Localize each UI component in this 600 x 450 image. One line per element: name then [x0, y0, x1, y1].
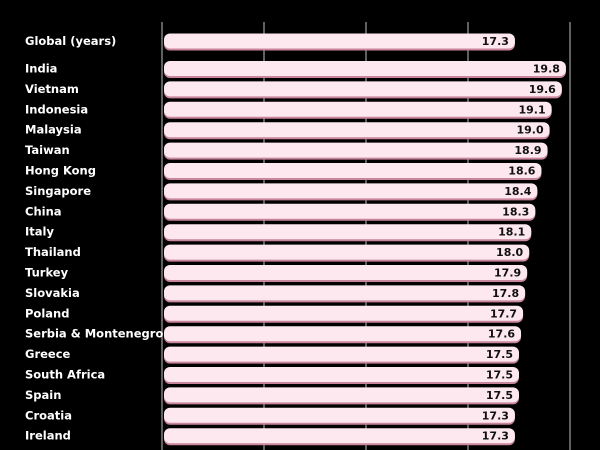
value-label: 17.3: [482, 430, 509, 443]
bar: [164, 101, 552, 117]
category-label: Thailand: [25, 245, 81, 259]
category-label: Italy: [25, 225, 54, 239]
bar: [164, 33, 515, 49]
value-label: 17.9: [494, 267, 521, 280]
bars: 17.3 19.8 19.6 19.1 19.0 18.9 18.6 18.4 18.3 18.1…: [164, 33, 566, 446]
value-label: 17.7: [490, 307, 517, 320]
category-label: Indonesia: [25, 102, 88, 116]
category-label: Croatia: [25, 408, 72, 422]
bar: [164, 387, 519, 403]
value-label: 19.1: [518, 103, 545, 116]
bar: [164, 265, 528, 280]
bar: [164, 142, 548, 158]
category-label: Ireland: [25, 429, 71, 443]
bar: [164, 428, 515, 444]
category-label: Turkey: [25, 266, 69, 280]
bar: [164, 183, 538, 199]
category-label: Spain: [25, 388, 61, 402]
bar: [164, 203, 536, 219]
value-label: 18.6: [508, 165, 535, 178]
bar: [164, 81, 562, 97]
value-label: 18.3: [502, 205, 529, 218]
bar: [164, 224, 532, 240]
category-label: Taiwan: [25, 143, 70, 157]
bar: [164, 305, 524, 321]
category-label: Greece: [25, 347, 71, 361]
category-label: Serbia & Montenegro: [25, 327, 163, 341]
bar: [164, 163, 542, 178]
bar: [164, 285, 526, 301]
value-label: 17.5: [486, 369, 513, 382]
category-label: Malaysia: [25, 123, 82, 137]
category-labels: Global (years) India Vietnam Indonesia Malay…: [25, 34, 163, 443]
value-label: 18.0: [496, 246, 523, 259]
category-label: Slovakia: [25, 286, 80, 300]
category-label: Poland: [25, 306, 69, 320]
category-label: South Africa: [25, 368, 105, 382]
category-label: Singapore: [25, 184, 91, 198]
value-label: 18.1: [498, 226, 525, 239]
category-label: India: [25, 62, 57, 76]
category-label: Vietnam: [25, 82, 79, 96]
bar: [164, 367, 519, 382]
value-label: 17.6: [488, 328, 515, 341]
value-label: 17.5: [486, 389, 513, 402]
category-label: Hong Kong: [25, 164, 96, 178]
value-label: 19.0: [516, 124, 543, 137]
value-label: 17.8: [492, 287, 519, 300]
value-label: 18.4: [504, 185, 531, 198]
bar: [164, 407, 515, 423]
bar: [164, 346, 519, 362]
category-label: China: [25, 204, 62, 218]
value-label: 18.9: [514, 144, 541, 157]
value-label: 19.6: [529, 83, 556, 96]
bar: [164, 244, 530, 260]
value-label: 17.5: [486, 348, 513, 361]
bar: [164, 326, 522, 342]
category-label: Global (years): [25, 34, 116, 48]
value-label: 17.3: [482, 35, 509, 48]
value-label: 17.3: [482, 409, 509, 422]
bar: [164, 61, 566, 76]
value-label: 19.8: [533, 63, 560, 76]
bar: [164, 122, 550, 138]
